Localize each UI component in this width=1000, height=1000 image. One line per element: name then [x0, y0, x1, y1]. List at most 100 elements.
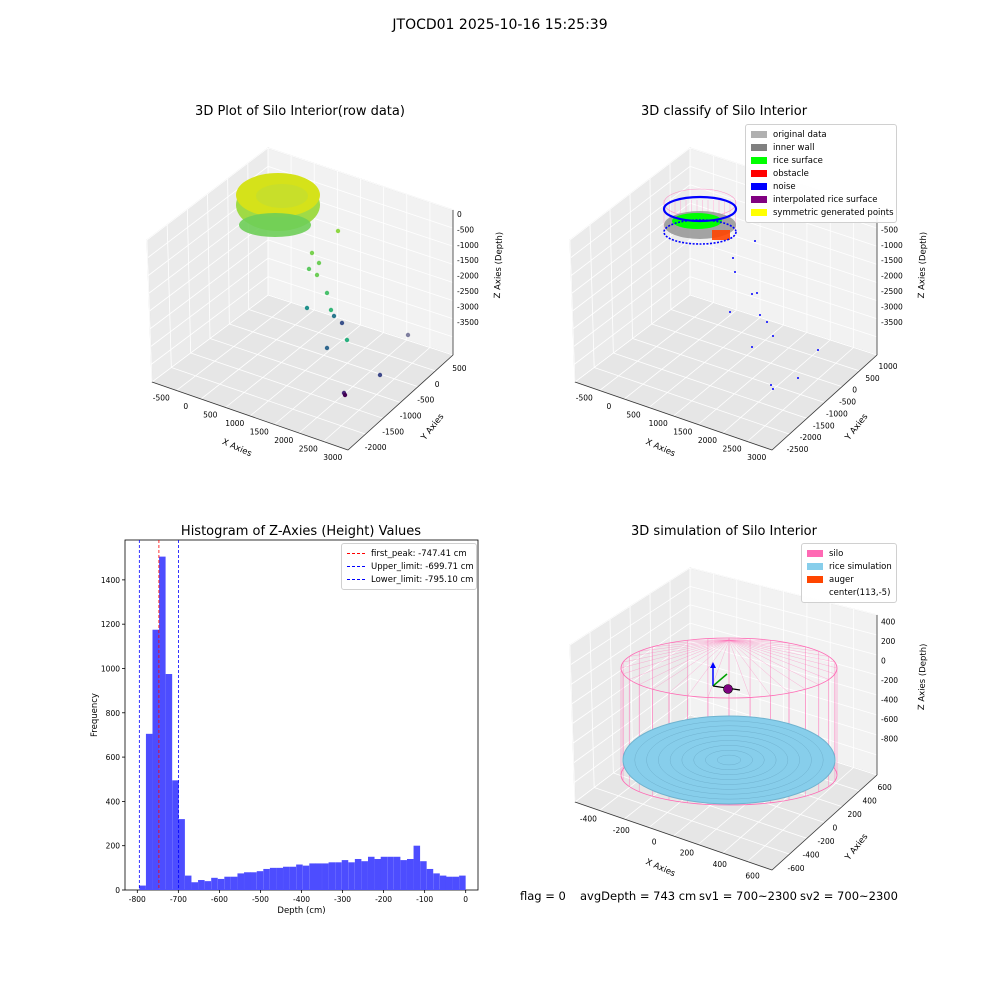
- legend-swatch: [807, 589, 823, 596]
- legend-entry: center(113,-5): [807, 586, 891, 599]
- p1-x-tick-label: 3000: [323, 453, 342, 462]
- legend-entry: noise: [751, 180, 891, 193]
- p4-rice-mesh-ring: [669, 735, 789, 785]
- p4-y-tick-label: -600: [788, 864, 805, 873]
- p1-grid-z: [151, 294, 454, 383]
- p4-silo-wire-roof: [728, 639, 835, 663]
- p4-y-axis-label: Y Axies: [843, 832, 871, 864]
- legend-line-swatch: [347, 579, 365, 580]
- p3-histogram-bar: [276, 867, 283, 890]
- p1-z-tick-label: 0: [457, 210, 462, 219]
- p2-noise-point: [772, 335, 774, 337]
- p4-grid-z: [572, 641, 878, 724]
- p1-point: [342, 392, 348, 398]
- p3-y-tick-label: 200: [106, 842, 121, 851]
- p2-x-tick-label: 2500: [723, 444, 742, 453]
- p4-silo-wire-roof: [668, 639, 730, 644]
- footer-avg-depth: avgDepth = 743 cm: [580, 889, 697, 903]
- legend-swatch: [751, 157, 767, 164]
- p3-histogram-bar: [393, 856, 401, 890]
- p4-x-tick-label: 0: [652, 837, 657, 846]
- p3-histogram-bar: [191, 882, 199, 890]
- p4-silo-wire-roof: [629, 639, 730, 657]
- legend-swatch: [751, 209, 767, 216]
- p1-y-tick-label: -500: [417, 396, 434, 405]
- legend-label: interpolated rice surface: [773, 194, 878, 205]
- legend-label: original data: [773, 129, 827, 140]
- p2-z-tick-label: -2000: [881, 272, 903, 281]
- legend-label: noise: [773, 181, 796, 192]
- p1-point: [377, 372, 383, 378]
- p1-point: [344, 337, 350, 343]
- p1-ring-bottom: [239, 213, 311, 237]
- p1-point: [324, 345, 330, 351]
- p1-point: [306, 266, 312, 272]
- p1-z-tick-label: -2000: [457, 272, 479, 281]
- legend-entry: interpolated rice surface: [751, 193, 891, 206]
- p1-x-axis-line: [151, 381, 349, 451]
- p3-histogram-bar: [361, 861, 368, 890]
- p3-histogram-bar: [165, 674, 173, 890]
- p1-grid-z: [151, 276, 454, 365]
- p2-z-axis-label: Z Axies (Depth): [917, 232, 929, 299]
- p4-z-tick-label: -800: [881, 734, 898, 743]
- p2-noise-point: [734, 271, 736, 273]
- p4-center-axis-y: [712, 673, 728, 687]
- legend-swatch: [751, 183, 767, 190]
- p4-auger-marker: [723, 684, 733, 694]
- p4-x-tick-label: 400: [713, 860, 728, 869]
- p3-y-tick-label: 0: [115, 886, 120, 895]
- p3-y-tick-label: 1200: [101, 620, 120, 629]
- p2-y-tick-label: -2500: [787, 445, 809, 454]
- p3-histogram-bar: [406, 858, 414, 890]
- p2-noise-point: [817, 349, 819, 351]
- legend-entry: first_peak: -747.41 cm: [347, 547, 471, 560]
- footer-flag: flag = 0: [520, 889, 566, 903]
- p1-point: [328, 307, 334, 313]
- legend-swatch: [751, 170, 767, 177]
- p4-silo-wire-roof: [652, 639, 730, 647]
- legend-label: first_peak: -747.41 cm: [371, 548, 467, 559]
- legend-label: auger: [829, 574, 854, 585]
- p4-silo-wire-roof: [728, 639, 790, 694]
- p1-z-axis-label: Z Axies (Depth): [493, 232, 505, 299]
- p3-histogram-bar: [289, 866, 297, 890]
- legend-label: silo: [829, 548, 844, 559]
- p4-y-tick-label: 400: [863, 796, 878, 805]
- p1-z-tick-label: -2500: [457, 287, 479, 296]
- p4-z-tick-label: -400: [881, 695, 898, 704]
- p3-x-tick-label: -400: [293, 895, 310, 904]
- legend-entry: auger: [807, 573, 891, 586]
- p3-histogram-bar: [341, 860, 349, 890]
- p2-x-tick-label: 1000: [649, 419, 668, 428]
- p3-histogram-bar: [315, 863, 322, 890]
- legend-swatch: [751, 196, 767, 203]
- p4-silo-wire-roof: [639, 639, 730, 685]
- p3-histogram-bar: [198, 880, 205, 890]
- p3-histogram-bar: [283, 866, 290, 890]
- p4-silo-wire-roof: [707, 638, 730, 641]
- p3-histogram-bar: [204, 881, 212, 890]
- p3-histogram-bar: [184, 875, 192, 890]
- p1-y-tick-label: 500: [452, 364, 467, 373]
- p4-y-tick-label: 0: [833, 824, 838, 833]
- p2-grid-z: [574, 294, 878, 383]
- p2-z-tick-label: -1500: [881, 256, 903, 265]
- p3-histogram-bar: [367, 856, 375, 890]
- p3-x-tick-label: -100: [416, 895, 433, 904]
- p3-histogram-bar: [224, 876, 231, 890]
- p2-x-tick-label: -500: [576, 393, 593, 402]
- legend-swatch: [751, 144, 767, 151]
- p3-histogram-bar: [211, 877, 218, 890]
- p2-x-tick-label: 3000: [747, 453, 766, 462]
- p4-silo-wire-roof: [639, 639, 730, 652]
- p3-histogram-bar: [145, 733, 153, 890]
- p3-histogram-bar: [178, 819, 185, 890]
- p1-z-tick-label: -500: [457, 225, 474, 234]
- p4-z-tick-label: 0: [881, 657, 886, 666]
- p2-noise-point: [770, 384, 772, 386]
